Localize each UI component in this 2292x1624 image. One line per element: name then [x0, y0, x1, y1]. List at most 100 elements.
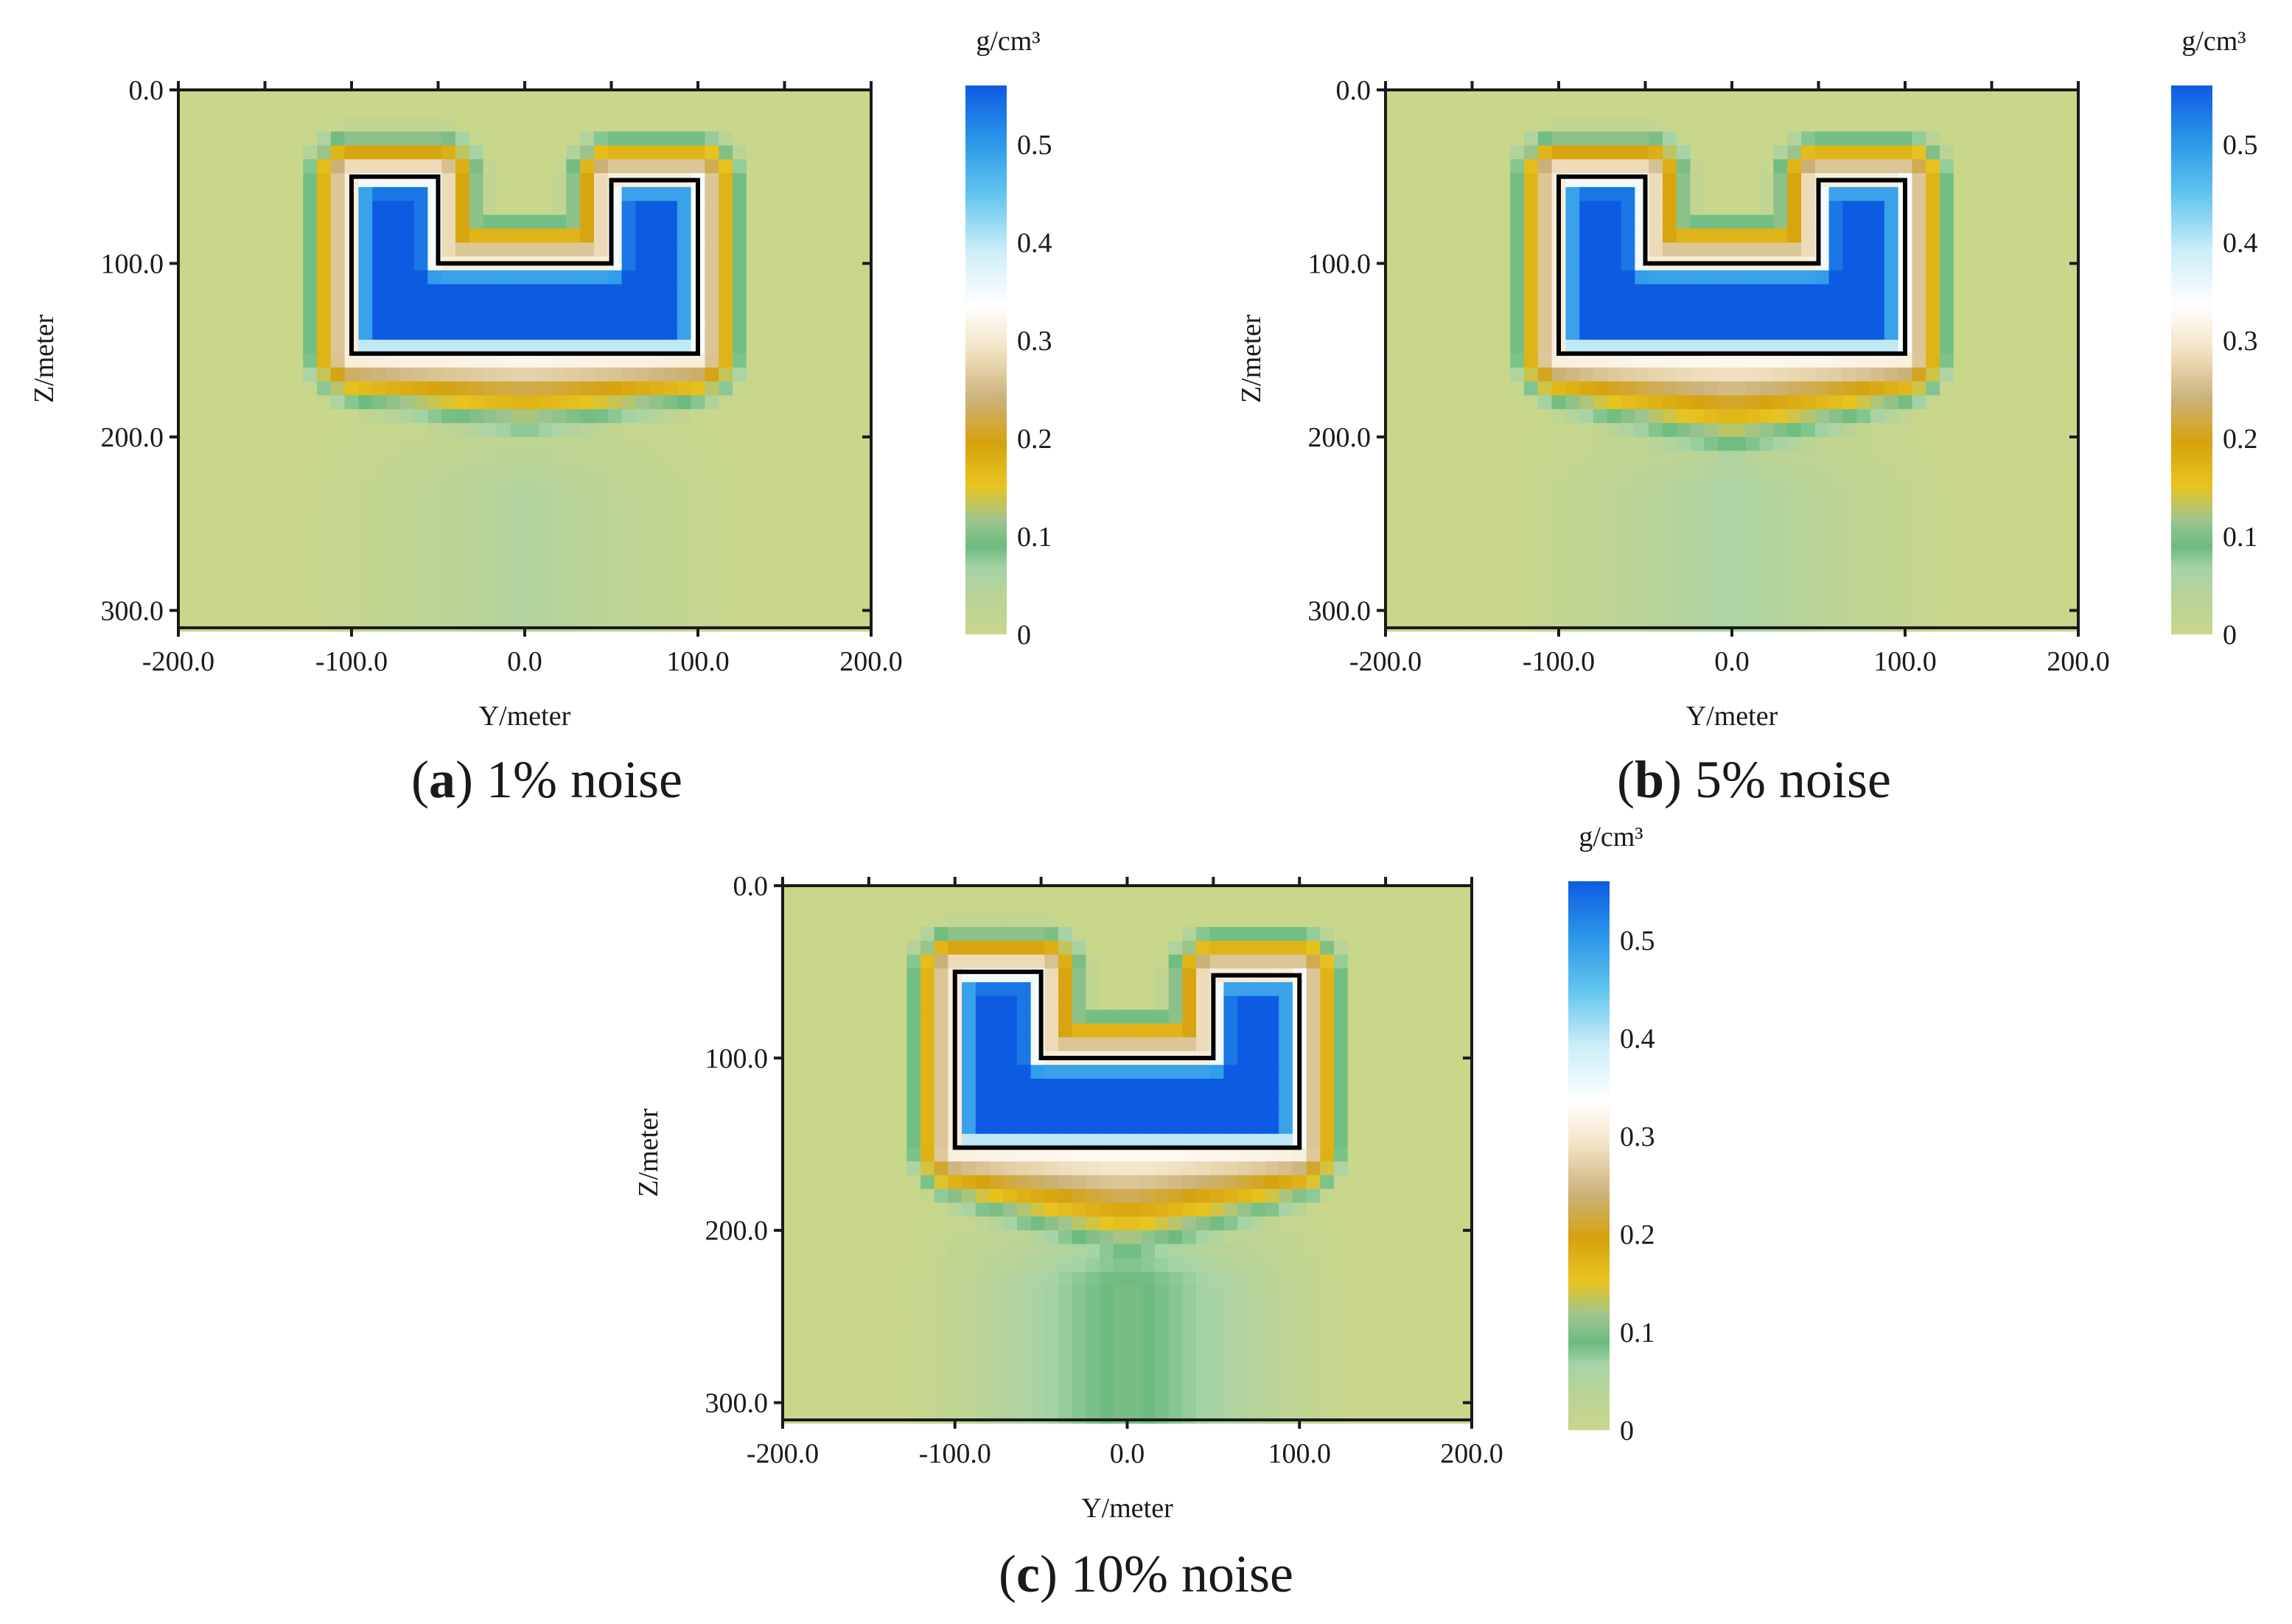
- heatmap-cell: [796, 1023, 811, 1038]
- heatmap-cell: [220, 367, 234, 382]
- heatmap-cell: [1828, 214, 1843, 229]
- heatmap-cell: [1551, 533, 1566, 549]
- heatmap-cell: [1635, 436, 1649, 452]
- heatmap-cell: [1745, 464, 1761, 480]
- heatmap-cell: [1981, 353, 1996, 368]
- heatmap-cell: [344, 533, 359, 549]
- heatmap-cell: [1607, 395, 1622, 410]
- heatmap-cell: [1196, 1120, 1211, 1135]
- heatmap-cell: [1995, 131, 2010, 146]
- heatmap-cell: [2009, 561, 2024, 576]
- heatmap-cell: [1399, 575, 1414, 590]
- heatmap-cell: [344, 381, 359, 396]
- heatmap-cell: [372, 506, 387, 521]
- heatmap-cell: [2064, 395, 2079, 410]
- heatmap-cell: [234, 381, 248, 396]
- heatmap-cell: [330, 561, 346, 576]
- heatmap-cell: [1565, 395, 1580, 410]
- heatmap-cell: [1801, 575, 1816, 590]
- heatmap-cell: [1856, 547, 1871, 563]
- heatmap-cell: [824, 1147, 839, 1162]
- heatmap-cell: [1607, 589, 1622, 604]
- heatmap-cell: [1427, 547, 1442, 563]
- heatmap-cell: [1649, 395, 1663, 410]
- heatmap-cell: [1635, 506, 1649, 521]
- heatmap-cell: [538, 547, 553, 563]
- heatmap-cell: [1030, 1147, 1045, 1162]
- heatmap-cell: [1154, 913, 1170, 928]
- heatmap-cell: [358, 561, 373, 576]
- heatmap-cell: [1801, 561, 1816, 576]
- heatmap-cell: [621, 228, 636, 243]
- heatmap-cell: [594, 284, 609, 299]
- heatmap-cell: [788, 589, 803, 604]
- true-model-outline: [349, 174, 700, 356]
- heatmap-cell: [358, 145, 373, 160]
- heatmap-cell: [1565, 256, 1580, 271]
- heatmap-cell: [796, 1065, 811, 1079]
- heatmap-cell: [1676, 284, 1691, 299]
- heatmap-cell: [206, 506, 220, 521]
- heatmap-cell: [760, 547, 775, 563]
- heatmap-cell: [989, 1147, 1004, 1162]
- heatmap-cell: [1482, 381, 1497, 396]
- heatmap-cell: [1676, 575, 1691, 590]
- heatmap-cell: [1690, 533, 1705, 549]
- heatmap-cell: [810, 913, 825, 928]
- heatmap-cell: [857, 228, 872, 243]
- heatmap-cell: [372, 478, 387, 493]
- heatmap-cell: [851, 1065, 866, 1079]
- heatmap-cell: [948, 886, 962, 900]
- heatmap-cell: [746, 256, 761, 271]
- heatmap-cell: [1196, 995, 1211, 1010]
- heatmap-cell: [594, 533, 609, 549]
- heatmap-cell: [1141, 1037, 1156, 1052]
- heatmap-cell: [1953, 436, 1968, 452]
- heatmap-cell: [580, 492, 595, 507]
- heatmap-cell: [2050, 409, 2065, 424]
- heatmap-cell: [497, 270, 511, 285]
- heatmap-cell: [538, 409, 553, 424]
- heatmap-cell: [975, 1065, 990, 1079]
- heatmap-cell: [815, 395, 831, 410]
- heatmap-cell: [1510, 617, 1525, 632]
- heatmap-cell: [1402, 927, 1417, 942]
- heatmap-cell: [1759, 367, 1774, 382]
- heatmap-cell: [220, 381, 234, 396]
- heatmap-cell: [1565, 270, 1580, 285]
- heatmap-cell: [2064, 242, 2079, 257]
- heatmap-cell: [1607, 131, 1622, 146]
- heatmap-cell: [788, 270, 803, 285]
- heatmap-cell: [1375, 1037, 1390, 1052]
- heatmap-cell: [455, 575, 470, 590]
- heatmap-cell: [1386, 492, 1400, 507]
- heatmap-cell: [1482, 575, 1497, 590]
- heatmap-cell: [774, 575, 789, 590]
- heatmap-cell: [1801, 381, 1816, 396]
- heatmap-cell: [635, 90, 650, 105]
- heatmap-cell: [829, 90, 844, 105]
- heatmap-cell: [1430, 1106, 1445, 1121]
- heatmap-cell: [1537, 492, 1553, 507]
- heatmap-cell: [317, 326, 332, 340]
- heatmap-cell: [2022, 409, 2038, 424]
- heatmap-cell: [829, 186, 844, 202]
- heatmap-cell: [234, 326, 248, 340]
- heatmap-cell: [1704, 103, 1719, 119]
- heatmap-cell: [607, 533, 623, 549]
- heatmap-cell: [1386, 520, 1400, 535]
- heatmap-cell: [1856, 145, 1871, 160]
- heatmap-cell: [810, 1037, 825, 1052]
- heatmap-cell: [1649, 228, 1663, 243]
- heatmap-cell: [774, 617, 789, 632]
- heatmap-cell: [802, 270, 817, 285]
- heatmap-cell: [1981, 367, 1996, 382]
- heatmap-cell: [1953, 575, 1968, 590]
- heatmap-cell: [1690, 326, 1705, 340]
- heatmap-cell: [815, 131, 831, 146]
- heatmap-cell: [317, 520, 332, 535]
- heatmap-cell: [1458, 968, 1472, 983]
- heatmap-cell: [317, 312, 332, 326]
- heatmap-cell: [2022, 270, 2038, 285]
- heatmap-cell: [1995, 547, 2010, 563]
